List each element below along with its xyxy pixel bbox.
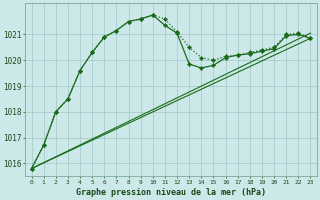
X-axis label: Graphe pression niveau de la mer (hPa): Graphe pression niveau de la mer (hPa): [76, 188, 266, 197]
